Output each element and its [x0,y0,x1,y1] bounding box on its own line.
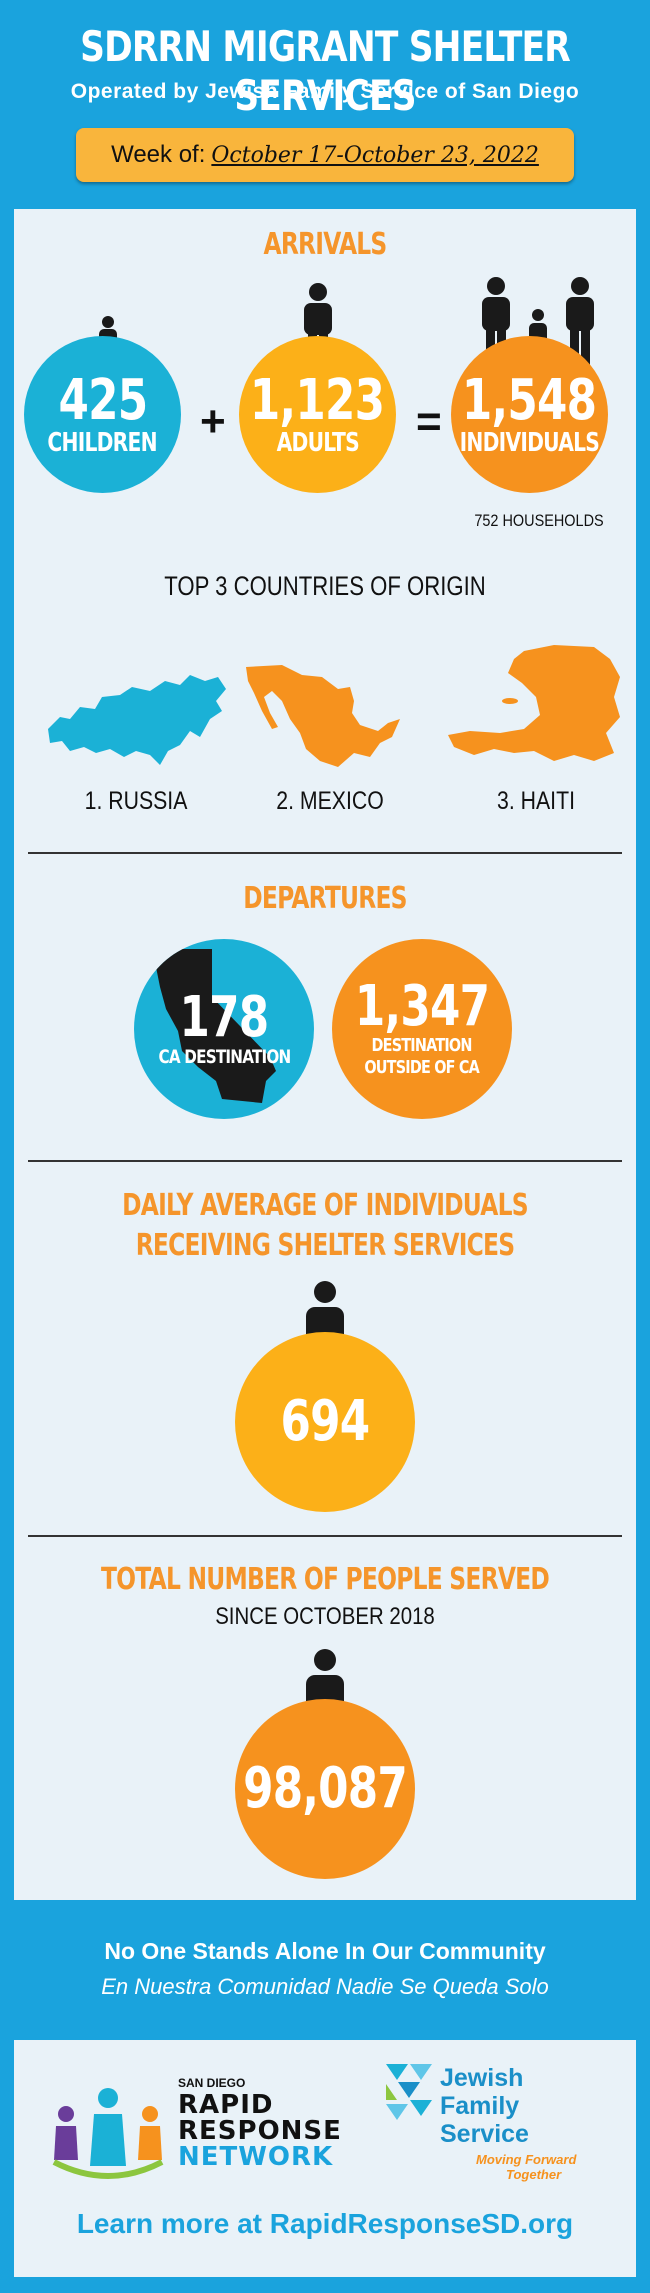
tagline-english: No One Stands Alone In Our Community [104,1938,546,1964]
page-title: SDRRN MIGRANT SHELTER SERVICES [80,22,571,120]
stats-panel: ARRIVALS 425 CHILDREN + 1,123 ADULTS = 1… [14,209,636,1900]
week-label: Week of: [111,141,206,168]
outside-ca-label-1: DESTINATION [371,1035,473,1056]
haiti-map [448,645,620,761]
plus-sign: + [200,397,226,446]
rrn-line-3: NETWORK [178,2142,334,2172]
total-served-value: 98,087 [243,1756,408,1821]
total-subheading: SINCE OCTOBER 2018 [215,1603,435,1630]
outside-ca-label-2: OUTSIDE OF CA [364,1057,481,1078]
california-map [156,949,276,1103]
daily-heading-line2: RECEIVING SHELTER SERVICES [135,1228,515,1263]
country-haiti: 3. HAITI [497,787,575,815]
country-mexico: 2. MEXICO [276,787,384,815]
jfs-line-3: Service [440,2120,529,2148]
russia-map [48,675,226,765]
individuals-value: 1,548 [462,367,597,433]
partner-logos: SAN DIEGO RAPID RESPONSE NETWORK Jewish … [14,2040,636,2277]
daily-average-value: 694 [280,1389,371,1454]
ca-label: CA DESTINATION [158,1046,291,1068]
individuals-label: INDIVIDUALS [459,427,600,458]
departures-heading: DEPARTURES [243,881,407,916]
section-divider [28,1535,622,1537]
ca-value: 178 [179,985,270,1050]
country-russia: 1. RUSSIA [84,787,188,815]
total-served-circle: 98,087 [235,1699,415,1879]
learn-more-link[interactable]: Learn more at RapidResponseSD.org [76,2208,574,2239]
individuals-circle: 1,548 INDIVIDUALS [451,336,608,493]
total-heading: TOTAL NUMBER OF PEOPLE SERVED [100,1562,550,1597]
households-count: 752 HOUSEHOLDS [474,511,604,530]
arrivals-heading: ARRIVALS [263,227,387,262]
page-subtitle: Operated by Jewish Family Service of San… [70,80,580,103]
children-label: CHILDREN [47,427,158,458]
week-dates: October 17-October 23, 2022 [211,142,539,168]
tagline-spanish: En Nuestra Comunidad Nadie Se Queda Solo [101,1974,549,1999]
children-circle: 425 CHILDREN [24,336,181,493]
jewish-family-service-logo: Jewish Family Service Moving Forward Tog… [386,2064,606,2194]
ca-destination-circle: 178 CA DESTINATION [134,939,314,1119]
jfs-triangle-icon [386,2064,432,2120]
adults-value: 1,123 [250,367,385,433]
jfs-line-2: Family [440,2092,520,2120]
section-divider [28,1160,622,1162]
outside-ca-value: 1,347 [354,974,490,1039]
rapid-response-network-logo: SAN DIEGO RAPID RESPONSE NETWORK [48,2070,341,2190]
rrn-small-text: SAN DIEGO [178,2076,246,2090]
mexico-map [246,665,400,767]
outside-ca-circle: 1,347 DESTINATION OUTSIDE OF CA [332,939,512,1119]
jfs-tagline-2: Together [506,2167,562,2182]
jfs-tagline-1: Moving Forward [476,2152,577,2167]
equals-sign: = [416,397,442,446]
daily-heading-line1: DAILY AVERAGE OF INDIVIDUALS [122,1188,528,1223]
week-banner: Week of: October 17-October 23, 2022 [76,128,574,182]
section-divider [28,852,622,854]
adults-label: ADULTS [276,427,359,458]
children-value: 425 [58,367,148,433]
daily-average-circle: 694 [235,1332,415,1512]
jfs-line-1: Jewish [440,2064,524,2092]
origins-heading: TOP 3 COUNTRIES OF ORIGIN [164,571,486,601]
people-circle-icon [52,2088,164,2179]
rrn-line-1: RAPID [178,2090,274,2120]
adults-circle: 1,123 ADULTS [239,336,396,493]
rrn-line-2: RESPONSE [178,2116,342,2146]
